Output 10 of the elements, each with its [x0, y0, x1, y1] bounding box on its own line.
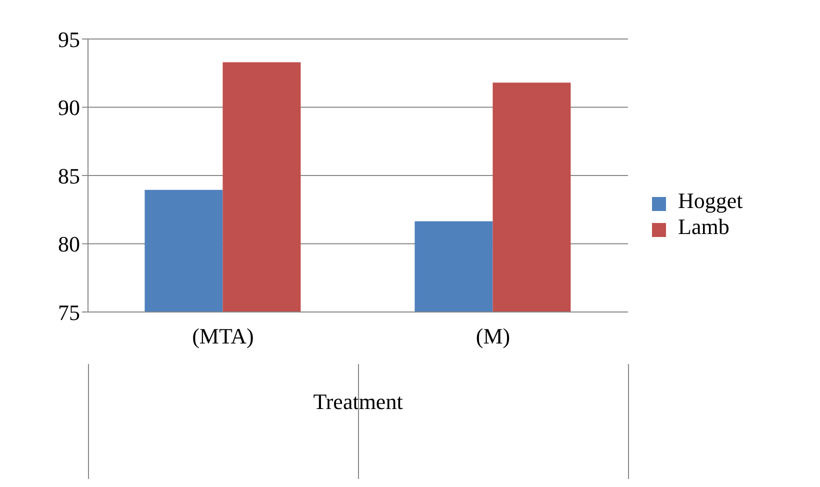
y-tick-label: 80 [58, 232, 80, 257]
legend-label: Lamb [678, 214, 730, 239]
y-tick-label: 85 [58, 163, 80, 188]
x-tick-label: (M) [476, 324, 510, 349]
y-tick-label: 75 [58, 300, 80, 325]
y-tick-label: 90 [58, 95, 80, 120]
y-tick-label: 95 [58, 26, 80, 52]
x-tick-label: (MTA) [192, 324, 254, 349]
x-axis-title: Treatment [313, 389, 403, 414]
legend-label: Hogget [678, 188, 743, 213]
